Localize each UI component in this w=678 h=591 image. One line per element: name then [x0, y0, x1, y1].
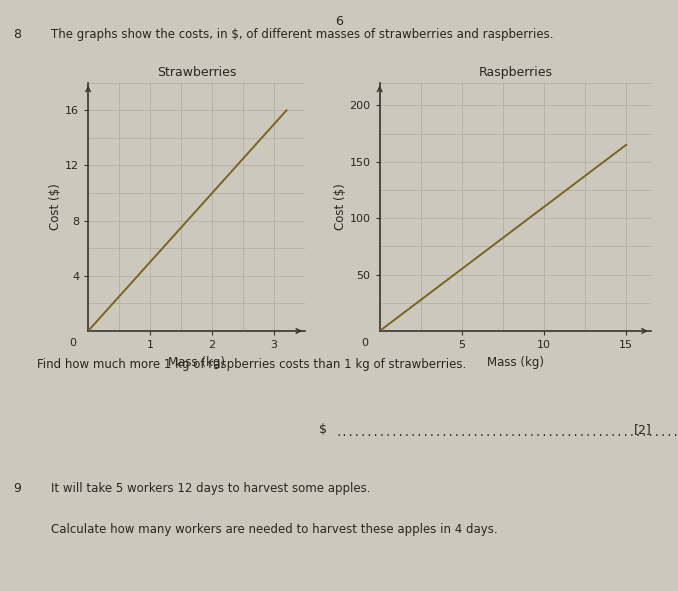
X-axis label: Mass (kg): Mass (kg) [168, 356, 225, 369]
Text: 9: 9 [14, 482, 22, 495]
Text: 0: 0 [69, 339, 77, 348]
Text: $: $ [319, 423, 327, 436]
Text: 6: 6 [335, 15, 343, 28]
Text: Calculate how many workers are needed to harvest these apples in 4 days.: Calculate how many workers are needed to… [51, 523, 498, 536]
Text: Find how much more 1 kg of raspberries costs than 1 kg of strawberries.: Find how much more 1 kg of raspberries c… [37, 358, 466, 371]
Text: [2]: [2] [634, 423, 652, 436]
Text: 0: 0 [361, 339, 368, 348]
Text: 8: 8 [14, 28, 22, 41]
Text: The graphs show the costs, in $, of different masses of strawberries and raspber: The graphs show the costs, in $, of diff… [51, 28, 553, 41]
Text: ........................................................: ........................................… [336, 428, 678, 438]
Y-axis label: Cost ($): Cost ($) [49, 183, 62, 230]
Title: Strawberries: Strawberries [157, 66, 237, 79]
X-axis label: Mass (kg): Mass (kg) [487, 356, 544, 369]
Text: It will take 5 workers 12 days to harvest some apples.: It will take 5 workers 12 days to harves… [51, 482, 370, 495]
Y-axis label: Cost ($): Cost ($) [334, 183, 346, 230]
Title: Raspberries: Raspberries [478, 66, 553, 79]
